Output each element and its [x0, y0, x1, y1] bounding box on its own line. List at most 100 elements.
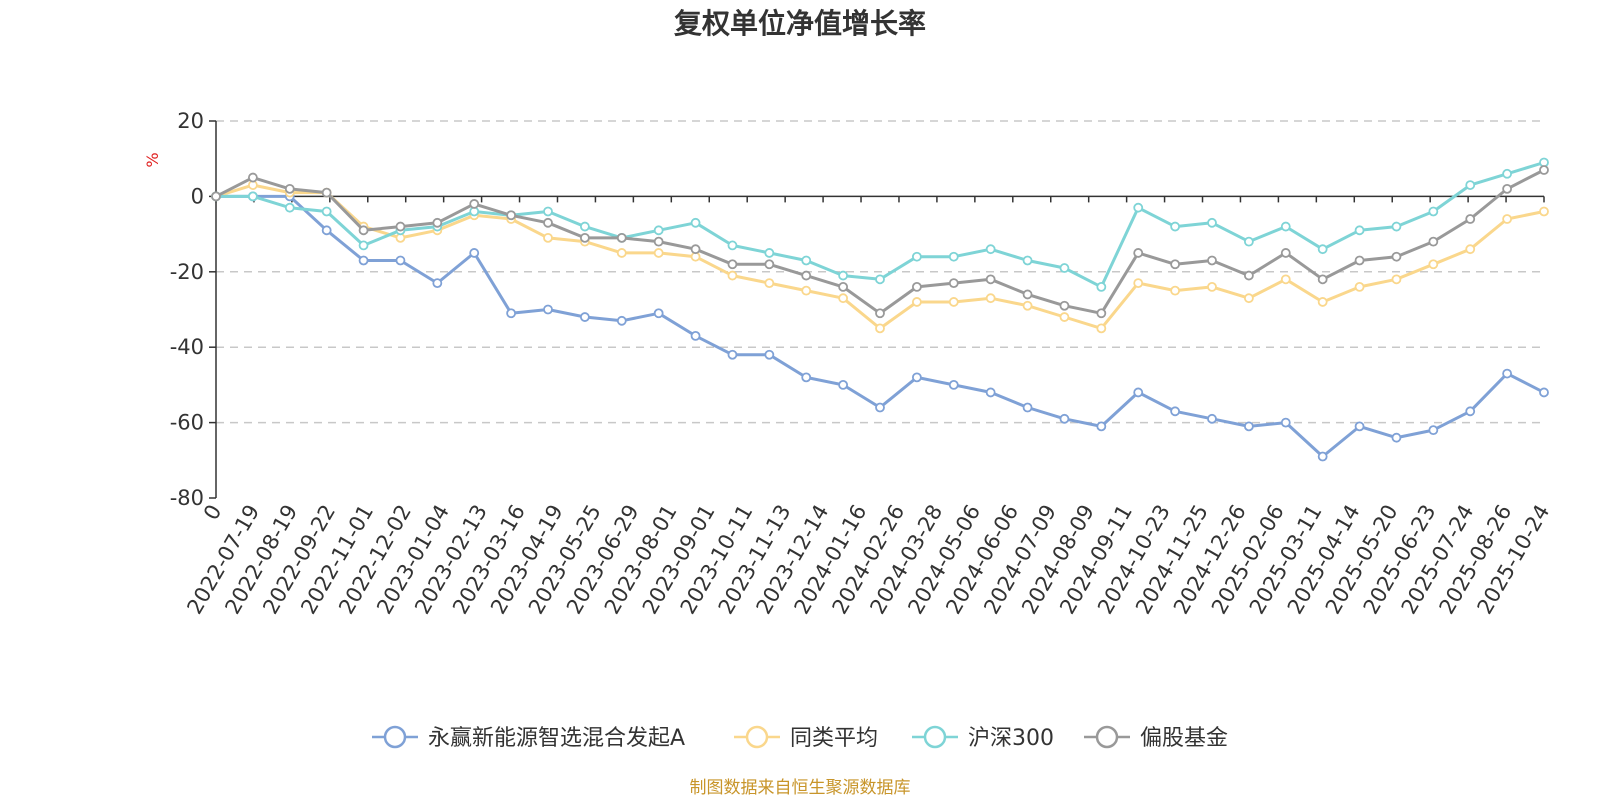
data-point — [579, 312, 590, 322]
data-point — [432, 278, 443, 289]
y-tick-label: -80 — [170, 486, 204, 510]
data-point — [985, 274, 996, 285]
data-point — [1133, 278, 1144, 289]
data-point — [1207, 281, 1217, 292]
data-point — [579, 221, 590, 232]
data-point — [801, 285, 812, 296]
legend-marker — [745, 725, 769, 749]
data-point — [727, 259, 738, 270]
axes — [215, 121, 1544, 498]
data-point — [247, 172, 258, 183]
data-point — [838, 281, 849, 292]
data-point — [875, 323, 885, 334]
data-point — [911, 297, 922, 307]
legend-marker — [383, 725, 407, 749]
data-point — [727, 349, 738, 360]
data-point — [1170, 285, 1181, 296]
data-point — [1428, 206, 1439, 217]
data-point — [764, 349, 775, 360]
data-point — [653, 225, 664, 236]
data-point — [1317, 274, 1328, 285]
data-point — [690, 330, 701, 341]
y-tick-label: 20 — [177, 109, 204, 133]
legend-item[interactable]: 同类平均 — [734, 725, 878, 751]
data-point — [1133, 202, 1144, 213]
data-point — [543, 217, 553, 228]
data-point — [1391, 251, 1402, 262]
data-point — [948, 278, 959, 289]
legend-label: 沪深300 — [968, 726, 1054, 751]
data-point — [284, 202, 295, 213]
data-point — [1539, 387, 1549, 398]
series-3 — [211, 165, 1549, 319]
data-point — [1280, 248, 1291, 258]
data-point — [1022, 402, 1033, 413]
data-point — [727, 270, 738, 281]
data-point — [1022, 289, 1033, 300]
data-point — [1243, 236, 1254, 247]
data-point — [1170, 221, 1181, 232]
data-point — [1207, 217, 1217, 228]
legend-label: 同类平均 — [790, 726, 878, 751]
data-point — [1243, 421, 1254, 432]
data-point — [1354, 421, 1365, 432]
data-point — [321, 187, 332, 198]
data-point — [1096, 308, 1107, 319]
data-point — [358, 255, 369, 266]
data-point — [653, 236, 664, 247]
data-point — [1465, 214, 1476, 224]
data-point — [1502, 214, 1513, 224]
chart-title: 复权单位净值增长率 — [674, 7, 926, 40]
data-point — [875, 308, 885, 319]
legend[interactable]: 永赢新能源智选混合发起A 同类平均 沪深300 偏股基金 — [372, 725, 1228, 751]
y-tick-label: -20 — [170, 260, 204, 284]
data-point — [1096, 281, 1107, 292]
data-point — [911, 372, 922, 383]
data-point — [1096, 323, 1107, 334]
data-point — [469, 199, 480, 209]
data-point — [1170, 406, 1181, 417]
data-point — [838, 270, 849, 281]
data-point — [1391, 274, 1402, 285]
data-point — [838, 379, 849, 390]
data-point — [211, 191, 221, 202]
data-point — [284, 183, 295, 194]
data-point — [1354, 281, 1365, 292]
data-point — [1317, 244, 1328, 255]
data-point — [1280, 274, 1291, 285]
legend-label: 永赢新能源智选混合发起A — [428, 726, 685, 751]
data-point — [579, 232, 590, 243]
data-point — [1133, 248, 1144, 258]
data-point — [1022, 255, 1033, 266]
series-lines — [211, 157, 1549, 462]
data-point — [1465, 244, 1476, 255]
data-point — [616, 248, 627, 258]
legend-item[interactable]: 永赢新能源智选混合发起A — [372, 725, 685, 751]
data-point — [506, 308, 517, 319]
data-point — [801, 270, 812, 281]
data-point — [875, 402, 885, 413]
data-point — [1502, 168, 1513, 179]
legend-item[interactable]: 偏股基金 — [1084, 725, 1228, 751]
data-point — [321, 225, 332, 236]
data-point — [948, 251, 959, 262]
data-point — [543, 304, 553, 315]
data-point — [1207, 413, 1217, 424]
data-point — [1465, 180, 1476, 190]
data-point — [321, 206, 332, 217]
data-point — [1170, 259, 1181, 270]
grid-lines — [216, 120, 1544, 424]
data-point — [985, 387, 996, 398]
data-point — [911, 281, 922, 292]
data-point — [1059, 413, 1070, 424]
data-point — [1391, 432, 1402, 443]
data-point — [1354, 225, 1365, 236]
data-point — [506, 210, 517, 221]
data-point — [653, 248, 664, 258]
data-point — [358, 240, 369, 251]
legend-item[interactable]: 沪深300 — [912, 725, 1054, 751]
data-point — [395, 255, 406, 266]
data-point — [838, 293, 849, 304]
data-point — [358, 225, 369, 236]
